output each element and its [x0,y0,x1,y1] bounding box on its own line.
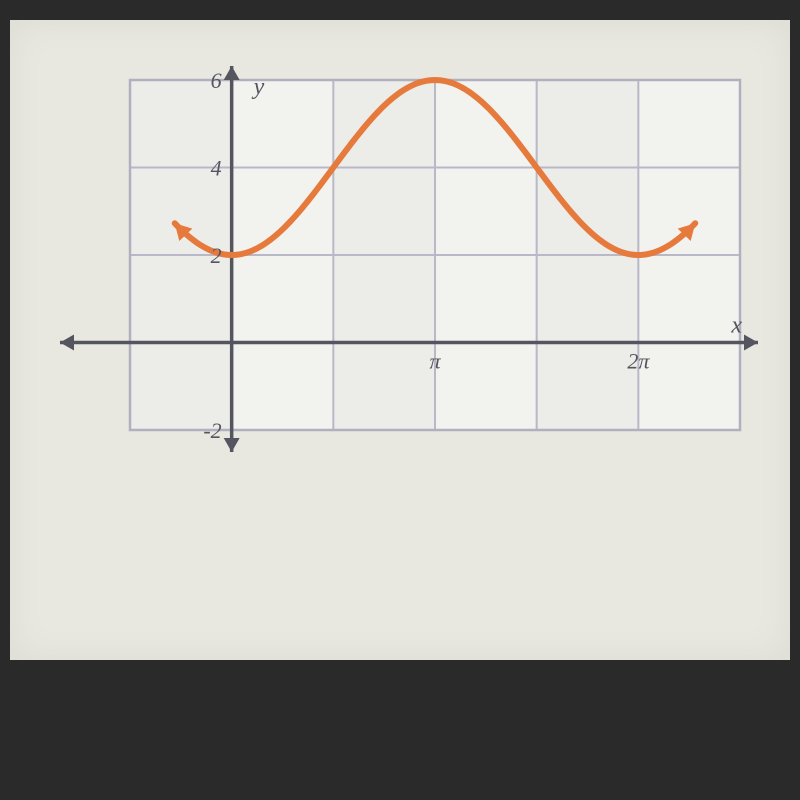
y-axis-arrow-down [224,438,240,452]
x-axis-label: x [730,313,742,339]
y-tick-label: -2 [203,418,221,443]
chart-container: -2 2 4 6 π 2π y x [40,60,760,460]
y-tick-label: 6 [211,68,222,93]
x-tick-label: π [429,349,441,374]
x-axis-arrow-left [60,335,74,351]
x-tick-label: 2π [627,349,650,374]
y-tick-label: 2 [211,243,222,268]
photo-frame: -2 2 4 6 π 2π y x [10,20,790,660]
y-axis-label: y [252,74,265,100]
y-tick-label: 4 [211,156,222,181]
x-axis-arrow-right [744,335,758,351]
chart-svg: -2 2 4 6 π 2π y x [40,60,760,460]
y-axis-arrow-up [224,66,240,80]
